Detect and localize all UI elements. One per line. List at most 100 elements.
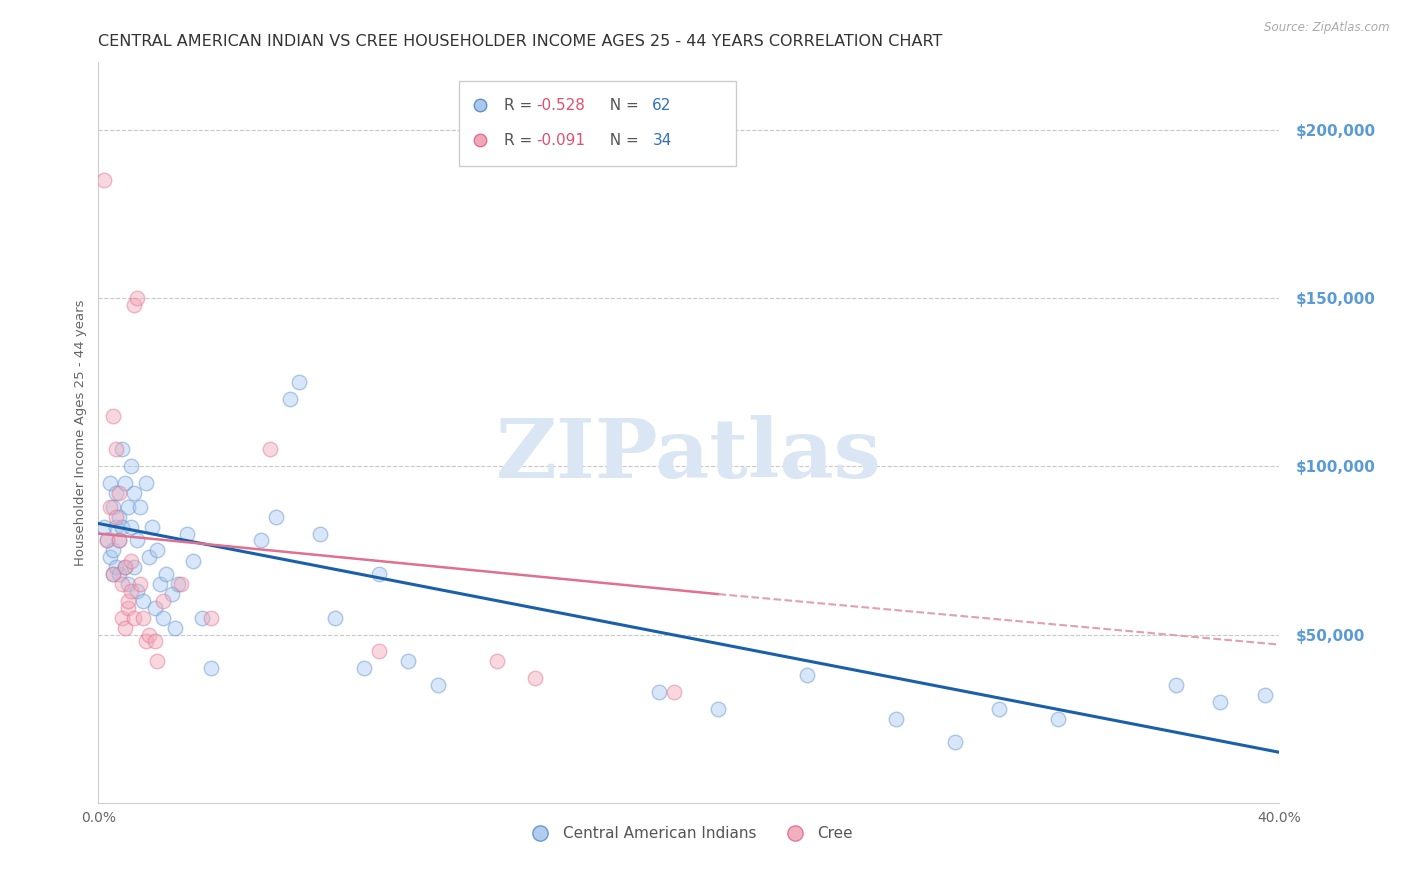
- Point: [143, 600, 166, 615]
- Point: [98, 550, 121, 565]
- Text: N =: N =: [600, 133, 644, 148]
- Point: [146, 543, 169, 558]
- Point: [114, 560, 136, 574]
- Point: [111, 577, 134, 591]
- Point: [103, 543, 125, 558]
- Point: [108, 486, 131, 500]
- Point: [98, 476, 121, 491]
- Point: [165, 621, 187, 635]
- Point: [181, 553, 204, 567]
- Point: [114, 476, 136, 491]
- Point: [103, 500, 125, 514]
- Point: [105, 442, 128, 457]
- Point: [398, 655, 420, 669]
- Point: [120, 583, 142, 598]
- Point: [96, 533, 118, 548]
- Point: [117, 594, 139, 608]
- Text: -0.091: -0.091: [537, 133, 585, 148]
- Point: [122, 610, 145, 624]
- Point: [103, 566, 125, 581]
- Point: [170, 577, 193, 591]
- Point: [200, 661, 222, 675]
- Point: [648, 685, 671, 699]
- Point: [125, 583, 148, 598]
- Point: [111, 520, 134, 534]
- Point: [259, 442, 281, 457]
- Point: [707, 701, 730, 715]
- Text: R =: R =: [503, 133, 537, 148]
- Point: [111, 610, 134, 624]
- Point: [146, 655, 169, 669]
- Point: [117, 500, 139, 514]
- Point: [128, 500, 150, 514]
- Y-axis label: Householder Income Ages 25 - 44 years: Householder Income Ages 25 - 44 years: [75, 300, 87, 566]
- Point: [162, 587, 183, 601]
- Text: R =: R =: [503, 98, 537, 113]
- Point: [664, 685, 686, 699]
- Point: [111, 442, 134, 457]
- Point: [120, 520, 142, 534]
- Point: [103, 566, 125, 581]
- Point: [108, 566, 131, 581]
- Point: [200, 610, 222, 624]
- Point: [524, 671, 547, 685]
- Point: [280, 392, 302, 406]
- Point: [250, 533, 273, 548]
- Point: [135, 476, 157, 491]
- Point: [96, 533, 118, 548]
- Point: [143, 634, 166, 648]
- Point: [152, 594, 174, 608]
- Text: N =: N =: [600, 98, 644, 113]
- Point: [105, 486, 128, 500]
- Text: ZIPatlas: ZIPatlas: [496, 415, 882, 495]
- Point: [288, 375, 311, 389]
- Text: Source: ZipAtlas.com: Source: ZipAtlas.com: [1264, 21, 1389, 35]
- Text: 34: 34: [652, 133, 672, 148]
- Point: [138, 627, 160, 641]
- Point: [122, 486, 145, 500]
- Point: [120, 459, 142, 474]
- Point: [155, 566, 177, 581]
- Point: [141, 520, 163, 534]
- Point: [117, 600, 139, 615]
- Text: CENTRAL AMERICAN INDIAN VS CREE HOUSEHOLDER INCOME AGES 25 - 44 YEARS CORRELATIO: CENTRAL AMERICAN INDIAN VS CREE HOUSEHOL…: [98, 34, 943, 49]
- Point: [943, 735, 966, 749]
- Point: [117, 577, 139, 591]
- Point: [486, 655, 509, 669]
- Point: [368, 566, 391, 581]
- Point: [108, 533, 131, 548]
- Legend: Central American Indians, Cree: Central American Indians, Cree: [519, 820, 859, 847]
- Point: [114, 621, 136, 635]
- Point: [1046, 712, 1070, 726]
- Point: [796, 668, 818, 682]
- Point: [125, 533, 148, 548]
- Point: [105, 520, 128, 534]
- Point: [138, 550, 160, 565]
- Point: [368, 644, 391, 658]
- FancyBboxPatch shape: [458, 81, 737, 166]
- Point: [884, 712, 907, 726]
- Point: [1209, 695, 1232, 709]
- Point: [103, 409, 125, 423]
- Point: [98, 500, 121, 514]
- Text: 62: 62: [652, 98, 672, 113]
- Point: [93, 173, 115, 187]
- Point: [427, 678, 450, 692]
- Point: [108, 509, 131, 524]
- Point: [128, 577, 150, 591]
- Point: [135, 634, 157, 648]
- Point: [152, 610, 174, 624]
- Point: [105, 509, 128, 524]
- Point: [125, 291, 148, 305]
- Point: [988, 701, 1011, 715]
- Point: [149, 577, 172, 591]
- Point: [105, 560, 128, 574]
- Point: [108, 533, 131, 548]
- Point: [122, 560, 145, 574]
- Point: [191, 610, 214, 624]
- Point: [120, 553, 142, 567]
- Point: [132, 594, 155, 608]
- Point: [93, 520, 115, 534]
- Point: [353, 661, 375, 675]
- Point: [264, 509, 287, 524]
